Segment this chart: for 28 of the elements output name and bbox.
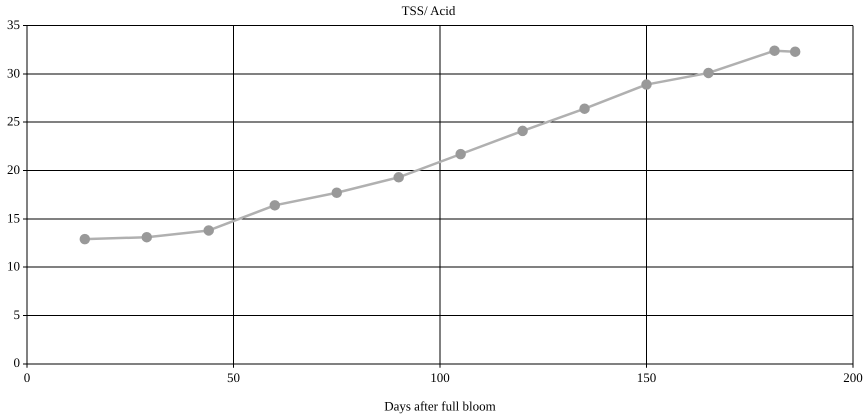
y-tick-label: 0 <box>14 355 20 370</box>
point <box>393 172 404 183</box>
x-tick-label: 100 <box>430 370 450 386</box>
y-tick-label: 35 <box>7 17 20 32</box>
chart-title: TSS/ Acid <box>402 3 456 18</box>
point <box>579 103 590 114</box>
x-axis-title: Days after full bloom <box>384 398 496 414</box>
point <box>517 126 528 136</box>
y-tick-label: 25 <box>7 114 20 129</box>
point <box>80 234 90 244</box>
point <box>641 79 652 90</box>
y-tick-label: 20 <box>7 162 20 177</box>
y-tick-label: 15 <box>7 210 20 226</box>
point <box>270 200 280 211</box>
point <box>332 188 342 198</box>
point <box>769 45 780 56</box>
y-tick-label: 5 <box>14 306 20 322</box>
y-tick-label: 30 <box>7 65 20 80</box>
point <box>203 225 214 236</box>
x-tick-label: 0 <box>24 370 30 386</box>
point <box>790 46 800 57</box>
x-tick-label: 200 <box>843 370 863 386</box>
point <box>455 148 466 160</box>
y-tick-label: 10 <box>7 258 20 274</box>
x-tick-label: 50 <box>227 370 240 386</box>
point <box>142 232 152 242</box>
point <box>703 68 714 78</box>
x-tick-label: 150 <box>636 370 656 386</box>
